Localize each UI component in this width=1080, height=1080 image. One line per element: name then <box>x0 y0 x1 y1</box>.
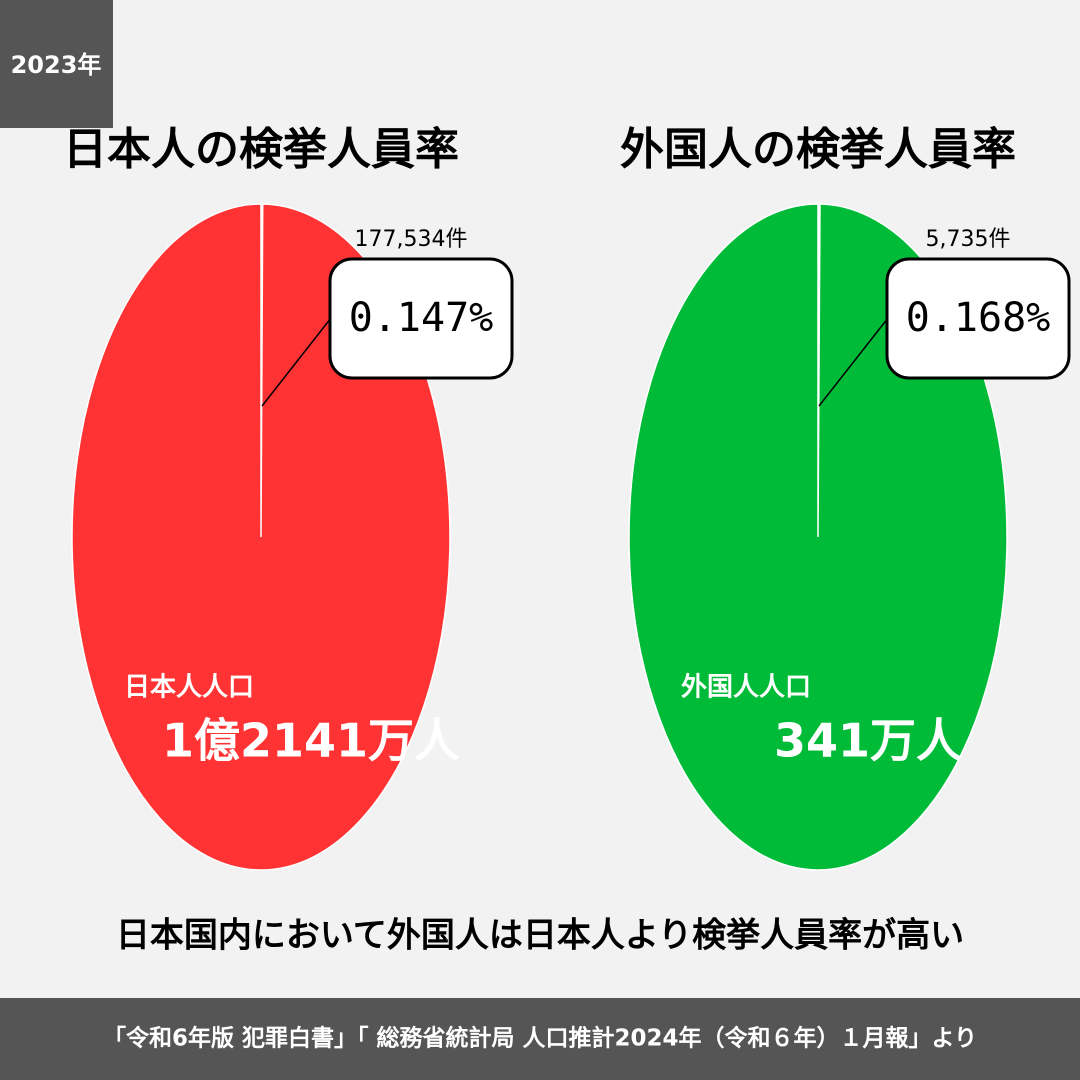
value-label: 0.168% <box>906 295 1051 341</box>
source: 「令和6年版 犯罪白書」「 総務省統計局 人口推計2024年（令和６年）１月報」… <box>103 1025 977 1052</box>
callout-box <box>885 257 1071 380</box>
leader-line <box>261 317 332 407</box>
year: 2023年 <box>11 51 102 79</box>
slice-annotation: 341万人 <box>774 714 962 768</box>
callout-box <box>328 257 514 380</box>
slice-label: 外国人人口 <box>681 673 811 703</box>
value-label: 0.147% <box>349 295 494 341</box>
conclusion: 日本国内において外国人は日本人より検挙人員率が高い <box>116 916 964 956</box>
year-badge <box>0 0 113 128</box>
chart-title: 外国人の検挙人員率 <box>620 124 1016 175</box>
count-label: 177,534件 <box>355 227 468 252</box>
leader-line <box>818 317 889 407</box>
footer <box>0 998 1080 1080</box>
slice-annotation: 1億2141万人 <box>162 714 460 768</box>
slice-label: 日本人人口 <box>124 673 254 703</box>
count-label: 5,735件 <box>926 227 1011 252</box>
chart-title: 日本人の検挙人員率 <box>63 124 459 175</box>
